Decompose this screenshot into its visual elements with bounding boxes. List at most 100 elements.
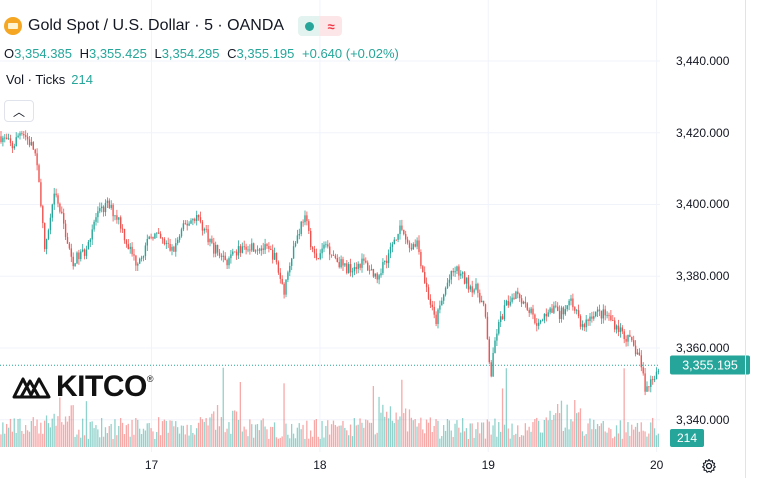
time-axis[interactable]: 17 18 19 20 [0,452,759,478]
volume-bar [146,423,148,447]
candle-body [595,311,597,317]
volume-bar [87,438,89,447]
candlestick-chart[interactable] [0,0,660,452]
candle-body [452,271,454,273]
collapse-legend-button[interactable]: ︿ [4,100,34,122]
candle-body [173,246,175,252]
candle-body [76,252,78,264]
candle-body [125,240,128,245]
candle-body [368,270,371,272]
high-key: H [79,46,89,61]
candle-body [463,272,466,284]
volume-bar [4,433,6,447]
candle-body [292,246,295,259]
volume-bar [509,438,511,447]
volume-bar [378,396,380,447]
volume-bar [410,417,412,447]
gear-icon[interactable] [701,458,717,474]
candle-body [389,246,392,254]
candle-body [365,260,367,263]
volume-bar [315,419,317,447]
volume-bar [519,436,521,447]
chart-pane[interactable]: Gold Spot / U.S. Dollar · 5 · OANDA ≈ O3… [0,0,660,452]
candle-body [26,136,29,140]
candle-body [7,138,10,140]
delayed-data-icon[interactable]: ≈ [320,16,343,36]
candle-body [110,204,112,208]
volume-bar [644,431,646,447]
candle-body [581,324,584,327]
open-key: O [4,46,15,61]
volume-bar [55,425,57,447]
volume-bar [49,427,51,447]
candle-body [598,309,601,311]
price-axis[interactable]: 3,440.000 3,420.000 3,400.000 3,380.000 3,36… [660,0,759,452]
volume-bar [574,400,576,447]
candle-body [513,297,515,299]
candle-body [454,271,456,273]
volume-value: 214 [71,72,93,87]
volume-bar [389,406,392,447]
candle-body [538,322,540,326]
volume-bar [251,424,253,447]
volume-bar [412,420,414,447]
candle-body [623,331,625,340]
candle-body [275,252,278,263]
volume-bar [344,427,346,447]
candle-body [625,339,627,342]
volume-bar [19,418,21,447]
candle-body [560,307,563,319]
candle-body [325,244,327,246]
candle-body [604,309,606,316]
candle-body [165,243,167,244]
volume-bar [629,435,631,447]
candle-body [93,221,95,230]
volume-bar [475,429,477,447]
volume-bar [612,438,614,447]
volume-bar [564,427,566,447]
volume-bar [653,428,656,447]
volume-bar [406,431,409,447]
volume-bar [494,418,496,447]
volume-bar [365,419,367,447]
volume-legend[interactable]: Vol · Ticks 214 [6,72,93,87]
candle-body [422,266,424,273]
candle-body [194,218,196,221]
volume-bar [460,432,462,447]
market-open-icon[interactable] [298,16,321,36]
candle-body [294,242,297,247]
candle-body [201,221,204,231]
candle-body [653,379,656,381]
volume-bar [557,404,559,447]
volume-bar [279,437,281,447]
candle-body [359,263,361,268]
volume-bar [159,435,162,447]
candle-body [66,237,69,244]
candle-body [156,232,158,234]
volume-bar [598,426,601,447]
candle-body [456,266,458,272]
candle-body [479,292,481,303]
candle-body [85,249,88,256]
volume-bar [408,409,411,447]
candle-body [403,229,405,235]
symbol-title[interactable]: Gold Spot / U.S. Dollar · 5 · OANDA [28,17,285,34]
right-frame-divider [745,0,746,478]
candle-body [70,248,72,257]
candle-body [215,244,217,254]
candle-body [414,244,416,247]
volume-bar [112,438,114,447]
candle-body [47,230,50,239]
volume-bar [477,422,479,447]
change-value: +0.640 (+0.02%) [302,46,399,61]
candle-body [49,217,52,231]
candle-body [169,243,171,251]
candle-body [543,313,546,321]
volume-bar [481,422,483,447]
volume-bar [17,419,19,447]
candle-body [311,247,314,250]
candle-body [427,287,430,299]
volume-bar [614,436,616,447]
volume-bar [47,423,50,447]
candle-body [558,310,561,319]
